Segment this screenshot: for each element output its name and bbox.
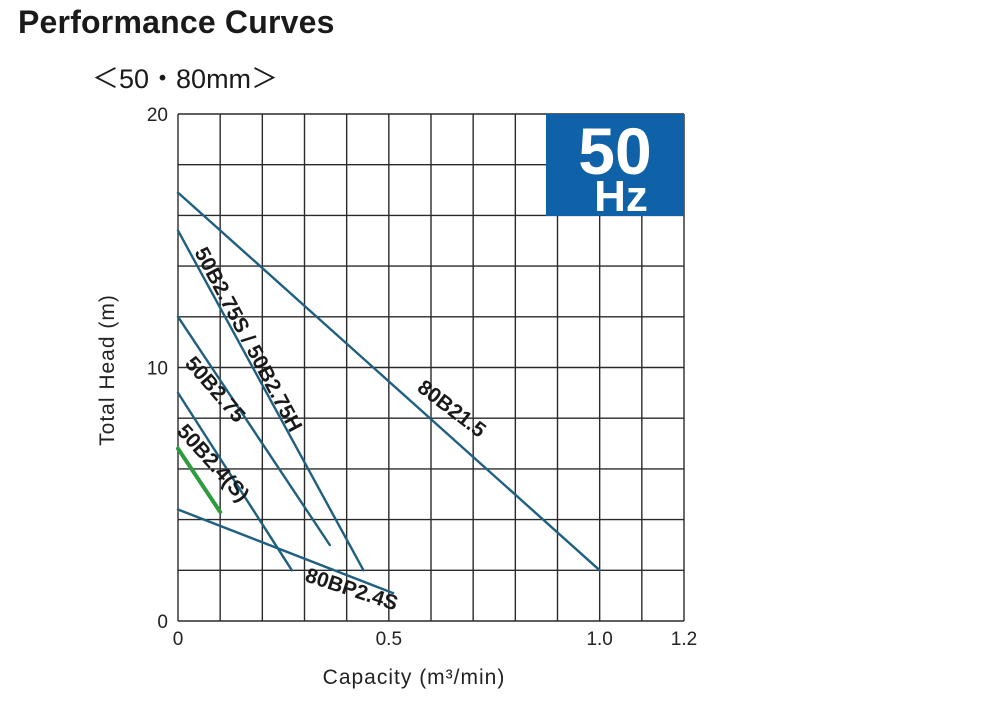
x-tick-label-3: 1.2 [671, 629, 697, 650]
x-tick-label-0: 0 [173, 629, 184, 650]
badge-number: 50 [578, 114, 651, 188]
series-label-50B2.4S: 50B2.4(S) [172, 420, 253, 507]
series-lines [176, 191, 601, 595]
badge-background [546, 114, 684, 216]
y-tick-label-2: 20 [147, 105, 168, 126]
series-label-80BP2.4S: 80BP2.4S [302, 564, 400, 615]
series-line-3 [176, 391, 294, 572]
frequency-badge: 50 Hz [546, 114, 684, 221]
axis-ticks: 0 0.5 1.0 1.2 0 10 20 [147, 105, 697, 650]
y-axis-label: Total Head (m) [96, 294, 119, 446]
series-line-4 [176, 508, 395, 595]
series-line-2 [176, 315, 331, 547]
series-line-1 [176, 229, 365, 572]
y-tick-label-0: 0 [157, 612, 168, 633]
series-label-80B21.5: 80B21.5 [413, 376, 490, 443]
y-tick-label-1: 10 [147, 359, 168, 380]
series-label-50B2.75: 50B2.75 [180, 352, 250, 427]
x-tick-label-2: 1.0 [586, 629, 612, 650]
series-line-0 [176, 191, 601, 572]
x-tick-label-1: 0.5 [376, 629, 402, 650]
page-title: Performance Curves [18, 4, 335, 40]
page-subtitle: ＜50・80mm＞ [92, 64, 279, 94]
highlight-curve [176, 446, 223, 514]
series-label-50B2.75S-50B2.75H: 50B2.75S / 50B2.75H [190, 244, 307, 436]
badge-unit: Hz [594, 172, 648, 221]
x-axis-label: Capacity (m³/min) [323, 666, 506, 689]
